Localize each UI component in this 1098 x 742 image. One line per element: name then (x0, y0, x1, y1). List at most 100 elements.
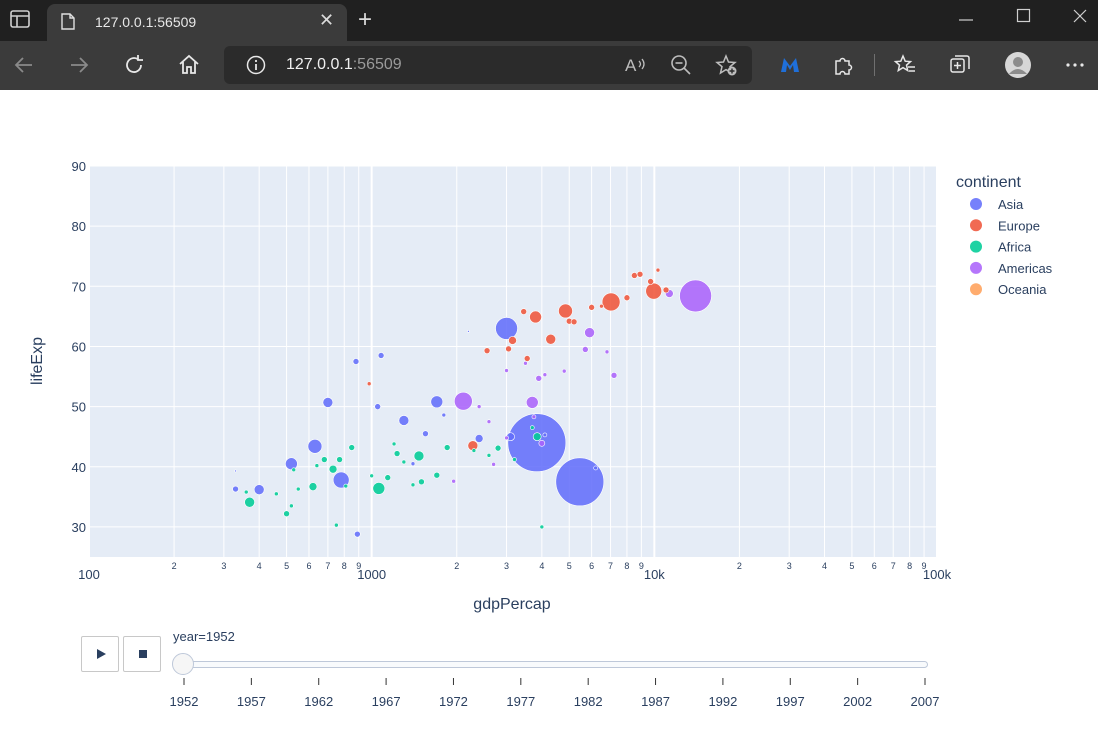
read-aloud-icon[interactable]: A (624, 53, 648, 77)
data-point-asia[interactable] (410, 461, 416, 467)
data-point-africa[interactable] (471, 448, 477, 453)
data-point-europe[interactable] (529, 310, 542, 324)
data-point-africa[interactable] (372, 482, 386, 495)
data-point-americas[interactable] (491, 462, 496, 467)
refresh-icon[interactable] (122, 53, 146, 77)
data-point-africa[interactable] (539, 524, 545, 530)
data-point-africa[interactable] (291, 467, 297, 473)
data-point-africa[interactable] (529, 425, 535, 430)
tab-actions-icon[interactable] (10, 10, 30, 28)
data-point-europe[interactable] (558, 303, 573, 319)
data-point-asia[interactable] (234, 469, 237, 473)
data-point-africa[interactable] (243, 489, 249, 495)
data-point-americas[interactable] (523, 361, 528, 366)
data-point-americas[interactable] (504, 368, 509, 373)
data-point-africa[interactable] (289, 503, 294, 509)
data-point-africa[interactable] (391, 441, 397, 447)
address-bar[interactable]: 127.0.0.1:56509 A (224, 46, 752, 84)
data-point-europe[interactable] (366, 381, 372, 387)
data-point-americas[interactable] (561, 368, 567, 374)
data-point-americas[interactable] (679, 279, 712, 313)
data-point-asia[interactable] (542, 432, 548, 438)
data-point-asia[interactable] (441, 412, 447, 418)
data-point-americas[interactable] (454, 391, 473, 411)
browser-tab[interactable]: 127.0.0.1:56509 ✕ (47, 4, 347, 41)
data-point-africa[interactable] (512, 457, 517, 462)
data-point-africa[interactable] (308, 482, 318, 491)
data-point-africa[interactable] (336, 456, 343, 463)
data-point-africa[interactable] (343, 483, 349, 489)
favorites-icon[interactable] (893, 53, 917, 77)
year-slider-track[interactable] (180, 661, 928, 668)
data-point-africa[interactable] (244, 496, 255, 508)
data-point-africa[interactable] (401, 459, 407, 465)
data-point-africa[interactable] (443, 444, 451, 451)
year-slider-handle[interactable] (172, 653, 194, 675)
data-point-asia[interactable] (555, 457, 605, 507)
data-point-europe[interactable] (647, 278, 654, 285)
data-point-africa[interactable] (348, 444, 356, 451)
data-point-africa[interactable] (494, 444, 502, 452)
minimize-icon[interactable] (958, 12, 974, 28)
data-point-americas[interactable] (604, 349, 610, 355)
data-point-asia[interactable] (232, 485, 239, 493)
data-point-africa[interactable] (334, 522, 339, 528)
data-point-americas[interactable] (531, 414, 537, 420)
data-point-americas[interactable] (525, 396, 539, 409)
data-point-europe[interactable] (631, 272, 638, 279)
data-point-europe[interactable] (662, 286, 670, 294)
data-point-americas[interactable] (542, 372, 548, 378)
data-point-americas[interactable] (610, 372, 618, 379)
scatter-points[interactable] (232, 267, 712, 538)
stop-button[interactable] (123, 636, 161, 672)
play-button[interactable] (81, 636, 119, 672)
data-point-americas[interactable] (486, 419, 492, 424)
data-point-asia[interactable] (374, 403, 381, 410)
data-point-africa[interactable] (433, 471, 441, 479)
data-point-americas[interactable] (582, 346, 589, 353)
data-point-europe[interactable] (645, 282, 663, 300)
data-point-asia[interactable] (422, 430, 429, 437)
data-point-americas[interactable] (451, 478, 456, 484)
data-point-asia[interactable] (377, 352, 385, 359)
data-point-asia[interactable] (467, 330, 470, 333)
data-point-europe[interactable] (523, 355, 531, 362)
profile-avatar[interactable] (1004, 51, 1032, 79)
data-point-africa[interactable] (314, 463, 320, 468)
data-point-europe[interactable] (623, 294, 631, 302)
data-point-europe[interactable] (570, 318, 578, 326)
data-point-africa[interactable] (295, 486, 301, 492)
data-point-asia[interactable] (474, 434, 484, 443)
data-point-europe[interactable] (508, 336, 517, 345)
collections-icon[interactable] (948, 53, 972, 77)
data-point-americas[interactable] (504, 435, 509, 441)
close-tab-icon[interactable]: ✕ (319, 10, 335, 30)
data-point-europe[interactable] (588, 304, 595, 311)
data-point-europe[interactable] (505, 345, 512, 353)
data-point-africa[interactable] (413, 450, 425, 462)
data-point-europe[interactable] (545, 333, 557, 345)
data-point-asia[interactable] (322, 397, 334, 408)
data-point-africa[interactable] (393, 450, 401, 457)
data-point-africa[interactable] (369, 473, 374, 479)
data-point-americas[interactable] (476, 404, 482, 409)
data-point-asia[interactable] (593, 465, 598, 471)
data-point-africa[interactable] (410, 482, 416, 488)
data-point-europe[interactable] (483, 347, 491, 354)
data-point-asia[interactable] (430, 395, 444, 409)
data-point-africa[interactable] (321, 456, 328, 463)
data-point-europe[interactable] (520, 308, 527, 315)
zoom-out-icon[interactable] (669, 53, 693, 77)
data-point-europe[interactable] (601, 292, 621, 312)
data-point-asia[interactable] (352, 358, 360, 365)
more-menu-icon[interactable] (1063, 53, 1087, 77)
data-point-africa[interactable] (274, 491, 279, 497)
data-point-asia[interactable] (507, 413, 567, 473)
add-favorite-icon[interactable] (714, 53, 738, 77)
back-icon[interactable] (12, 53, 36, 77)
maximize-icon[interactable] (1016, 8, 1032, 24)
site-info-icon[interactable] (246, 55, 266, 75)
data-point-africa[interactable] (384, 474, 392, 481)
data-point-asia[interactable] (285, 457, 298, 471)
extensions-icon[interactable] (832, 53, 856, 77)
